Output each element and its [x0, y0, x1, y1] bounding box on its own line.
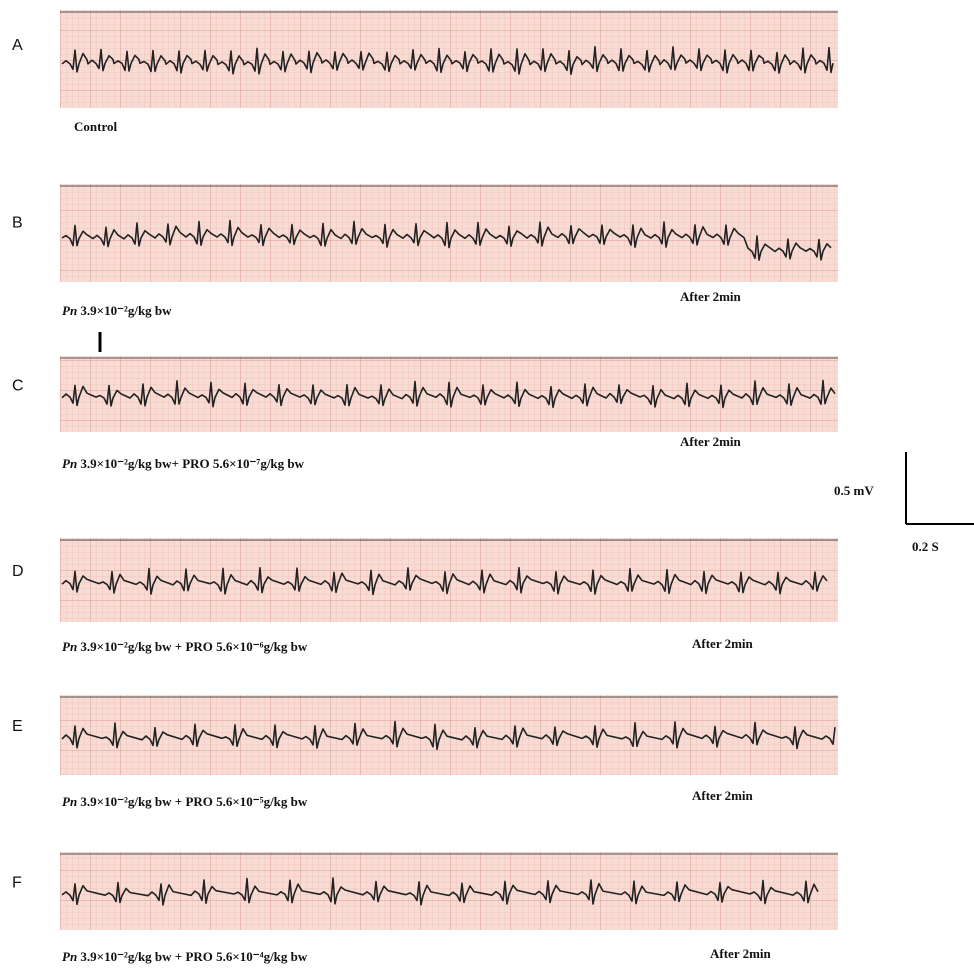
- panel-label: B: [12, 214, 23, 231]
- panel-caption: Pn 3.9×10⁻²g/kg bw + PRO 5.6×10⁻⁵g/kg bw: [62, 794, 308, 809]
- caption-species: Pn: [62, 303, 77, 318]
- panel-label: E: [12, 718, 23, 735]
- caption-text: Control: [74, 119, 117, 134]
- time-label: After 2min: [680, 434, 742, 449]
- caption-dose: 3.9×10⁻²g/kg bw + PRO 5.6×10⁻⁶g/kg bw: [77, 639, 308, 654]
- caption-species: Pn: [62, 794, 77, 809]
- scale-voltage: 0.5 mV: [834, 483, 874, 498]
- scale-time: 0.2 S: [912, 539, 939, 554]
- caption-dose: 3.9×10⁻²g/kg bw: [77, 303, 172, 318]
- time-label: After 2min: [692, 788, 754, 803]
- figure: 0.5 mV 0.2 S A Control B Pn 3.9×10⁻²g/kg bw…: [0, 0, 974, 970]
- time-label: After 2min: [692, 636, 754, 651]
- ecg-grid: [60, 184, 838, 282]
- caption-species: Pn: [62, 639, 77, 654]
- caption-dose: 3.9×10⁻²g/kg bw + PRO 5.6×10⁻⁴g/kg bw: [77, 949, 308, 964]
- time-label: After 2min: [680, 289, 742, 304]
- panel-caption: Pn 3.9×10⁻²g/kg bw+ PRO 5.6×10⁻⁷g/kg bw: [62, 456, 305, 471]
- ecg-grid: [60, 538, 838, 622]
- panel-label: F: [12, 874, 22, 891]
- caption-species: Pn: [62, 949, 77, 964]
- panel-label: C: [12, 378, 24, 395]
- panel-caption: Control: [74, 119, 117, 134]
- panel-caption: Pn 3.9×10⁻²g/kg bw + PRO 5.6×10⁻⁶g/kg bw: [62, 639, 308, 654]
- caption-dose: 3.9×10⁻²g/kg bw+ PRO 5.6×10⁻⁷g/kg bw: [77, 456, 304, 471]
- caption-dose: 3.9×10⁻²g/kg bw + PRO 5.6×10⁻⁵g/kg bw: [77, 794, 308, 809]
- panel-label: A: [12, 37, 23, 54]
- panel-caption: Pn 3.9×10⁻²g/kg bw + PRO 5.6×10⁻⁴g/kg bw: [62, 949, 308, 964]
- panel-caption: Pn 3.9×10⁻²g/kg bw: [62, 303, 172, 318]
- panel-label: D: [12, 563, 24, 580]
- caption-species: Pn: [62, 456, 77, 471]
- time-label: After 2min: [710, 946, 772, 961]
